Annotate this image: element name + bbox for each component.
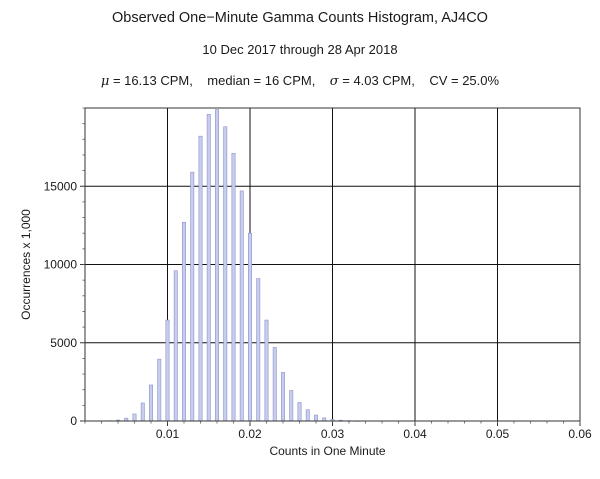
sigma-symbol: σ xyxy=(329,74,339,89)
histogram-bar xyxy=(264,319,269,422)
y-tick-label: 10000 xyxy=(44,258,78,272)
histogram-bar xyxy=(165,319,170,422)
histogram-bar xyxy=(305,409,310,422)
histogram-bar xyxy=(239,190,244,422)
histogram-bar xyxy=(272,347,277,422)
histogram-bar xyxy=(182,221,186,422)
histogram-bar xyxy=(215,109,219,422)
x-tick-label: 0.06 xyxy=(568,427,592,441)
chart-subtitle: 10 Dec 2017 through 28 Apr 2018 xyxy=(202,42,398,57)
x-tick-label: 0.04 xyxy=(403,427,427,441)
histogram-bar xyxy=(173,270,178,422)
chart-stats-line: μ = 16.13 CPM, median = 16 CPM, σ = 4.03… xyxy=(0,73,600,89)
axis-ticks: 0.01 0.02 0.03 0.04 0.05 0.06 0 5000 10000 15000 xyxy=(44,107,592,441)
y-tick-label: 15000 xyxy=(44,179,78,193)
x-tick-label: 0.05 xyxy=(486,427,510,441)
histogram-bar xyxy=(157,358,162,422)
x-axis-label: Counts in One Minute xyxy=(269,444,385,458)
x-tick-label: 0.01 xyxy=(156,427,180,441)
histogram-bar xyxy=(132,413,137,422)
median-value: median = 16 CPM, xyxy=(207,73,316,88)
histogram-bar xyxy=(314,414,318,422)
y-axis-label: Occurrences x 1,000 xyxy=(19,209,33,320)
histogram-bar xyxy=(256,278,261,422)
mu-value: = 16.13 CPM, xyxy=(109,73,193,88)
histogram-bar xyxy=(231,153,236,422)
x-tick-label: 0.02 xyxy=(238,427,262,441)
x-tick-label: 0.03 xyxy=(321,427,345,441)
histogram-bar xyxy=(149,384,153,422)
histogram-bar xyxy=(248,232,252,422)
y-tick-label: 5000 xyxy=(50,336,77,350)
sigma-value: = 4.03 CPM, xyxy=(338,73,415,88)
histogram-bar xyxy=(281,372,285,422)
histogram-bar xyxy=(223,126,228,422)
histogram-bar xyxy=(198,135,203,422)
histogram-bar xyxy=(206,113,211,422)
histogram-bar xyxy=(297,402,302,422)
mu-symbol: μ xyxy=(100,74,110,89)
histogram-bars xyxy=(107,109,360,422)
histogram-bar xyxy=(289,390,294,422)
cv-value: CV = 25.0% xyxy=(429,73,500,88)
y-tick-label: 0 xyxy=(70,414,77,428)
histogram-bar xyxy=(190,171,195,422)
chart-title: Observed One−Minute Gamma Counts Histogr… xyxy=(112,10,488,26)
histogram-bar xyxy=(140,402,145,422)
